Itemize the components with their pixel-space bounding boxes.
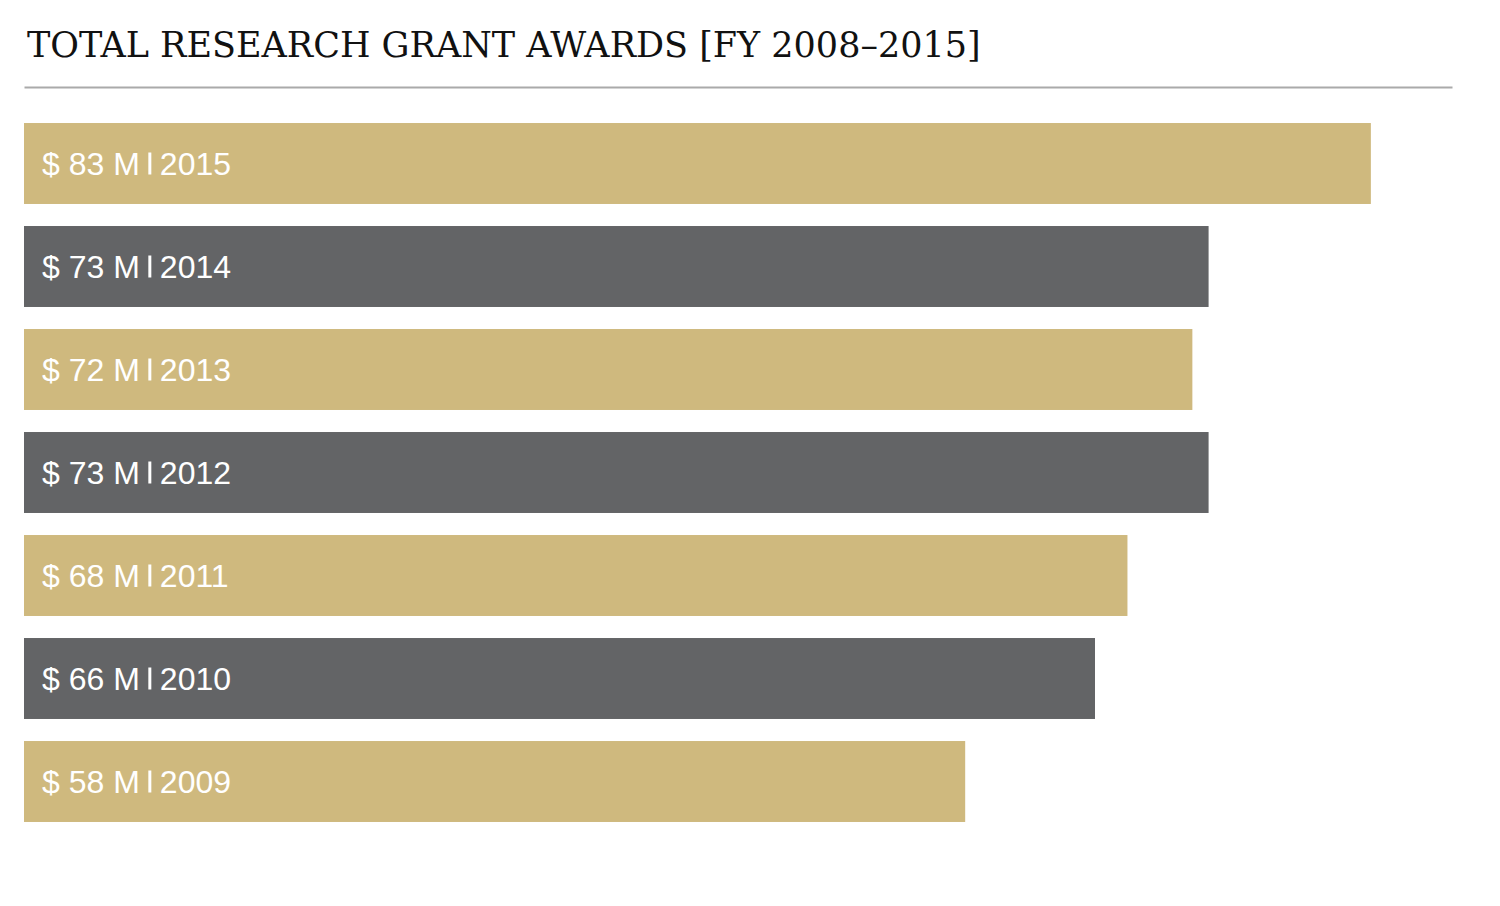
data-label: $ 68 M xyxy=(42,558,140,594)
bar xyxy=(24,329,1192,410)
category-label: 2013 xyxy=(160,352,231,388)
bars xyxy=(24,123,1371,822)
bar xyxy=(24,535,1127,616)
data-label: $ 73 M xyxy=(42,249,140,285)
data-label: $ 72 M xyxy=(42,352,140,388)
separator xyxy=(148,256,151,278)
separator xyxy=(148,462,151,484)
category-label: 2012 xyxy=(160,455,231,491)
category-label: 2010 xyxy=(160,661,231,697)
category-label: 2009 xyxy=(160,764,231,800)
bar xyxy=(24,741,965,822)
data-label: $ 66 M xyxy=(42,661,140,697)
separator xyxy=(148,565,151,587)
data-label: $ 73 M xyxy=(42,455,140,491)
category-label: 2014 xyxy=(160,249,231,285)
bar xyxy=(24,123,1371,204)
bar xyxy=(24,638,1095,719)
category-label: 2015 xyxy=(160,146,231,182)
axis-line xyxy=(25,87,1453,89)
separator xyxy=(148,668,151,690)
labels: $ 83 M 2015 $ 73 M 2014 $ 72 M 2013 $ 73 M 2012… xyxy=(42,146,231,800)
x-axis xyxy=(25,87,1453,88)
category-label: 2011 xyxy=(160,558,229,594)
bar xyxy=(24,226,1209,307)
bar xyxy=(24,432,1209,513)
separator xyxy=(148,771,151,793)
data-label: $ 83 M xyxy=(42,146,140,182)
data-label: $ 58 M xyxy=(42,764,140,800)
separator xyxy=(148,359,151,381)
chart: TOTAL RESEARCH GRANT AWARDS [FY 2008–201… xyxy=(0,0,1500,906)
separator xyxy=(148,153,151,175)
title: TOTAL RESEARCH GRANT AWARDS [FY 2008–201… xyxy=(27,25,981,65)
